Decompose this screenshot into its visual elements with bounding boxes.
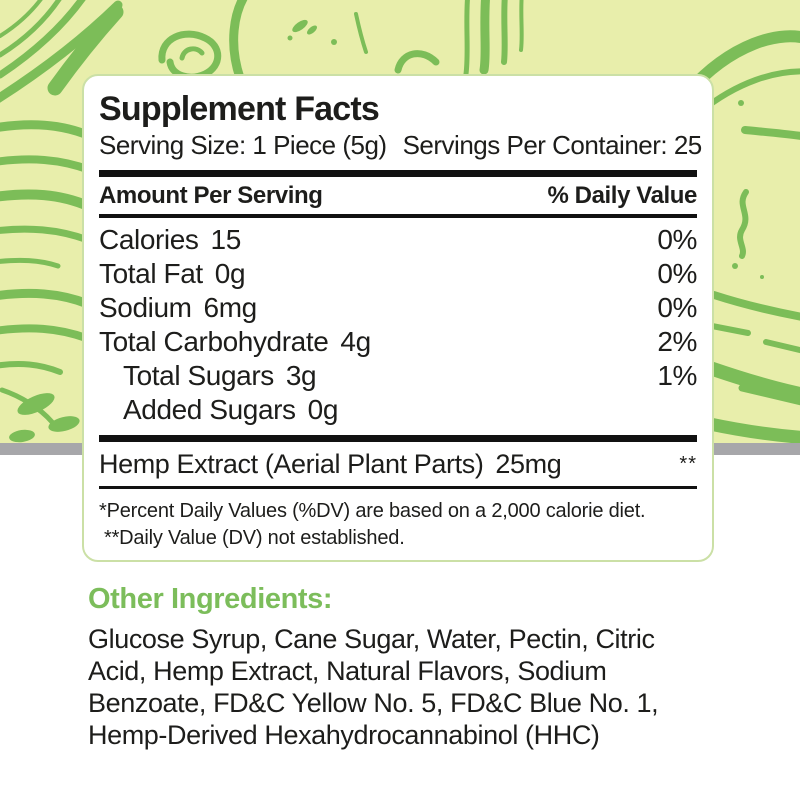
other-ingredients-list: Glucose Syrup, Cane Sugar, Water, Pectin… — [88, 623, 748, 751]
nutrient-name: Total Fat 0g — [99, 258, 246, 290]
serving-info-line: Serving Size: 1 Piece (5g) Servings Per … — [99, 130, 702, 161]
column-header-row: Amount Per Serving % Daily Value — [99, 177, 697, 214]
nutrient-dv: 0% — [657, 224, 697, 256]
dv-not-established-footnote: **Daily Value (DV) not established. — [104, 527, 405, 550]
supplement-facts-title: Supplement Facts — [99, 90, 380, 128]
supplement-facts-panel: Supplement Facts Serving Size: 1 Piece (… — [82, 74, 714, 562]
amount-per-serving-header: Amount Per Serving — [99, 182, 323, 210]
nutrient-name: Added Sugars 0g — [123, 394, 339, 426]
ingredients-line: Hemp-Derived Hexahydrocannabinol (HHC) — [88, 720, 600, 750]
nutrient-name: Sodium 6mg — [99, 292, 257, 324]
hemp-extract-row: Hemp Extract (Aerial Plant Parts) 25mg ** — [99, 442, 697, 486]
servings-per-container-text: Servings Per Container: 25 — [402, 130, 703, 161]
ingredients-line: Benzoate, FD&C Yellow No. 5, FD&C Blue N… — [88, 688, 659, 718]
daily-value-header: % Daily Value — [547, 182, 697, 210]
daily-value-footnote: *Percent Daily Values (%DV) are based on… — [99, 500, 646, 523]
hairline-rule-bottom — [99, 486, 697, 490]
thick-rule-middle — [99, 435, 697, 443]
nutrient-row-added-sugars: Added Sugars 0g — [99, 393, 697, 427]
hemp-extract-dv: ** — [679, 453, 697, 476]
nutrient-name: Total Carbohydrate 4g — [99, 326, 371, 358]
nutrient-rows: Calories 15 0% Total Fat 0g 0% Sodium 6mg 0… — [99, 218, 697, 435]
nutrient-row-sodium: Sodium 6mg 0% — [99, 291, 697, 325]
ingredients-line: Acid, Hemp Extract, Natural Flavors, Sod… — [88, 656, 607, 686]
thin-rule-under-header — [99, 214, 697, 219]
footnotes: *Percent Daily Values (%DV) are based on… — [99, 489, 697, 552]
nutrient-dv: 2% — [657, 326, 697, 358]
nutrient-dv: 1% — [657, 360, 697, 392]
nutrient-name: Total Sugars 3g — [123, 360, 317, 392]
nutrient-name: Calories 15 — [99, 224, 241, 256]
nutrient-dv: 0% — [657, 258, 697, 290]
hemp-extract-name: Hemp Extract (Aerial Plant Parts) 25mg — [99, 449, 562, 480]
nutrient-row-calories: Calories 15 0% — [99, 223, 697, 257]
serving-size-text: Serving Size: 1 Piece (5g) — [99, 130, 387, 161]
nutrient-row-total-carbohydrate: Total Carbohydrate 4g 2% — [99, 325, 697, 359]
nutrient-dv: 0% — [657, 292, 697, 324]
other-ingredients-heading: Other Ingredients: — [88, 583, 333, 615]
ingredients-line: Glucose Syrup, Cane Sugar, Water, Pectin… — [88, 624, 655, 654]
other-ingredients-section: Other Ingredients: Glucose Syrup, Cane S… — [88, 583, 748, 751]
nutrient-row-total-sugars: Total Sugars 3g 1% — [99, 359, 697, 393]
thick-rule-top — [99, 170, 697, 178]
nutrient-row-total-fat: Total Fat 0g 0% — [99, 257, 697, 291]
